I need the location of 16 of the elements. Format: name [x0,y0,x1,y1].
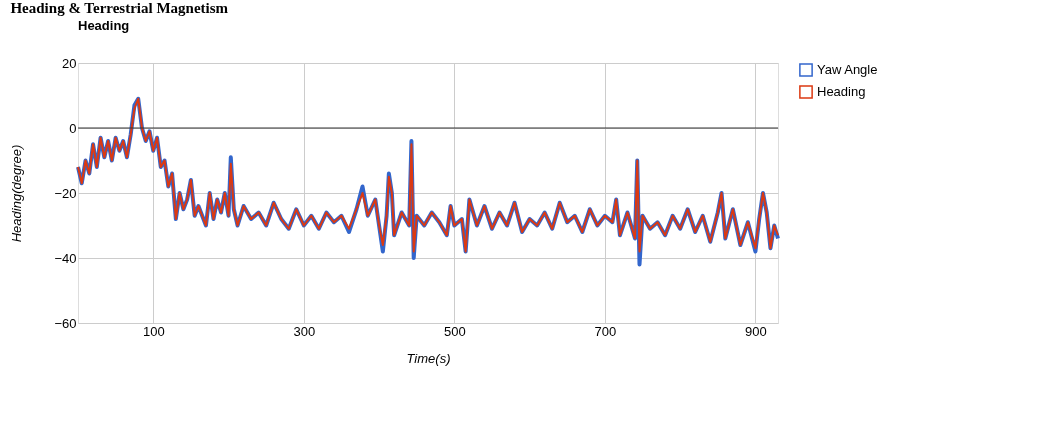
legend-label: Yaw Angle [817,62,878,77]
chart-title: Heading & Terrestrial Magnetism [10,0,229,16]
legend-label: Heading [817,84,866,99]
y-tick-label: 0 [69,120,77,136]
x-tick-label: 100 [142,323,165,339]
y-axis-title: Heading(degree) [9,144,25,243]
y-tick-label: −40 [54,250,77,266]
x-axis-title: Time(s) [406,350,451,366]
x-tick-label: 500 [443,323,466,339]
x-tick-label: 700 [594,323,617,339]
chart-subtitle: Heading [78,18,130,33]
x-tick-label: 900 [745,323,767,339]
x-tick-label: 300 [293,323,316,339]
y-tick-label: 20 [62,55,77,71]
y-tick-label: −20 [54,185,77,201]
y-tick-label: −60 [54,315,77,331]
